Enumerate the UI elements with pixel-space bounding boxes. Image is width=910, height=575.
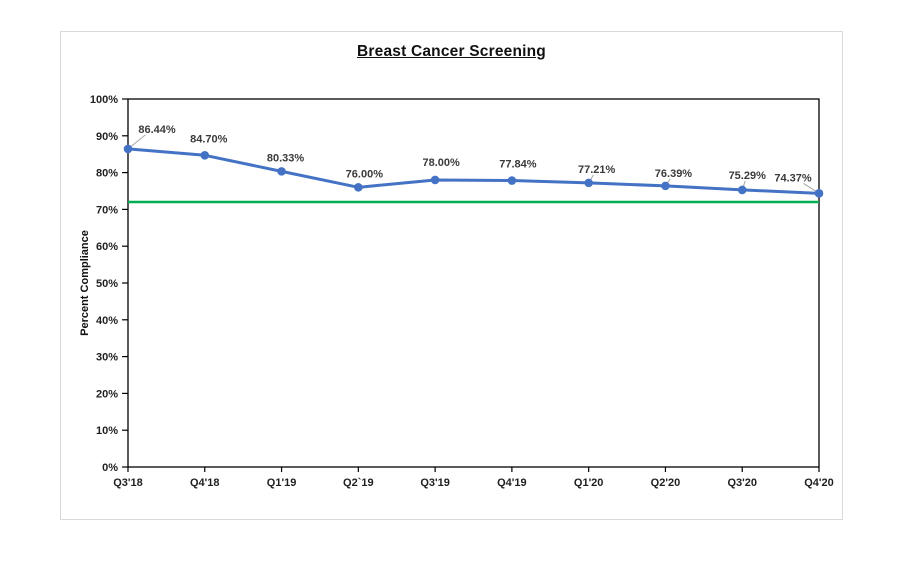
y-tick-label: 0%: [102, 462, 118, 474]
y-tick-label: 10%: [96, 425, 118, 437]
data-point: [123, 144, 133, 154]
y-tick-label: 40%: [96, 315, 118, 327]
x-tick-label: Q3'18: [113, 477, 143, 489]
y-tick-label: 20%: [96, 388, 118, 400]
plot-border: [127, 98, 820, 468]
data-point: [507, 176, 517, 185]
data-point-label: 84.70%: [190, 133, 228, 145]
y-tick-label: 70%: [96, 204, 118, 216]
chart-container: Breast Cancer Screening Percent Complian…: [60, 31, 843, 520]
data-point-label: 77.21%: [578, 164, 616, 176]
x-tick-label: Q1'20: [574, 477, 604, 489]
x-tick-label: Q2`19: [343, 477, 374, 489]
data-point: [200, 151, 210, 160]
data-point-label: 86.44%: [138, 124, 176, 136]
data-point: [430, 175, 440, 185]
chart-title: Breast Cancer Screening: [357, 43, 546, 60]
y-tick-label: 100%: [90, 94, 118, 106]
x-tick-label: Q3'19: [420, 477, 450, 489]
data-point: [814, 189, 824, 198]
x-tick-label: Q2'20: [651, 477, 681, 489]
plot-area: 0% 10% 20% 30% 40% 50% 60% 70% 80% 90% 100% Q3'18 Q4…: [90, 94, 834, 489]
data-point: [737, 185, 747, 195]
data-point-label: 75.29%: [729, 170, 767, 182]
y-tick-label: 90%: [96, 131, 118, 143]
data-point: [277, 167, 286, 176]
data-point: [354, 183, 363, 192]
data-point-label: 76.39%: [655, 168, 693, 180]
x-tick-label: Q4'18: [190, 477, 220, 489]
data-point: [584, 178, 593, 188]
x-tick-label: Q1'19: [267, 477, 297, 489]
data-point-label: 80.33%: [267, 152, 305, 164]
y-tick-label: 80%: [96, 168, 118, 180]
y-tick-label: 30%: [96, 352, 118, 364]
series-line: [126, 147, 821, 195]
y-tick-label: 60%: [96, 241, 118, 253]
x-tick-label: Q4'20: [804, 477, 834, 489]
data-point: [661, 181, 670, 191]
data-point-label: 77.84%: [499, 159, 537, 171]
x-tick-label: Q3'20: [727, 477, 757, 489]
data-point-label: 76.00%: [346, 168, 384, 180]
y-tick-label: 50%: [96, 278, 118, 290]
x-tick-label: Q4'19: [497, 477, 527, 489]
data-point-label: 78.00%: [422, 157, 460, 169]
data-point-label: 74.37%: [774, 172, 812, 184]
